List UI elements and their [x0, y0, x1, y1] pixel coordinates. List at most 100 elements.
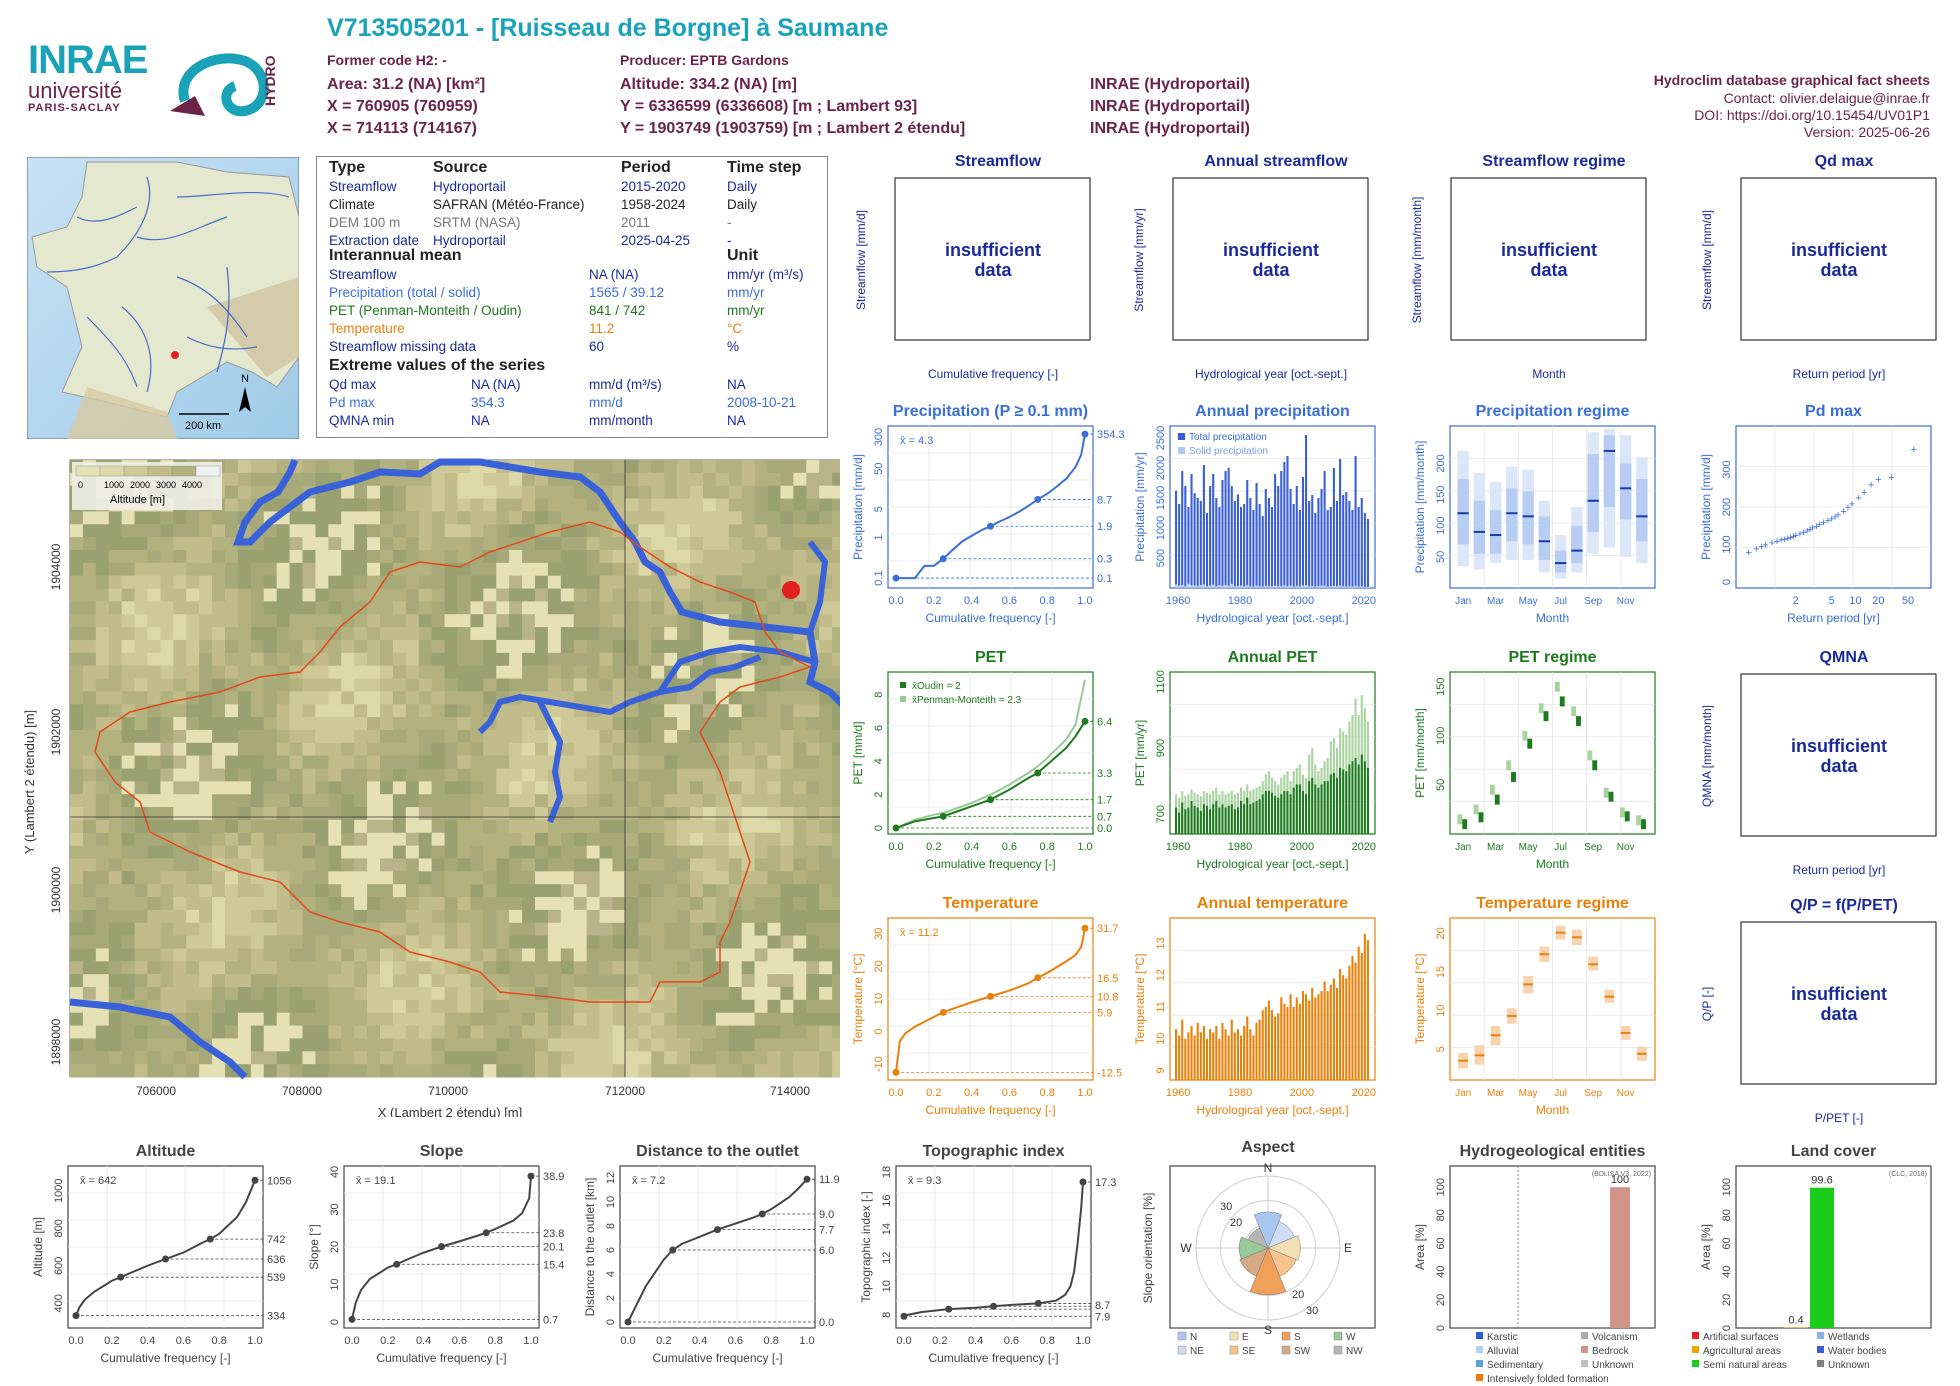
pd-max-point: + — [1849, 498, 1855, 510]
oudin-bar — [1289, 794, 1292, 834]
terrain-cell — [651, 537, 665, 551]
doi[interactable]: DOI: https://doi.org/10.15454/UV01P1 — [1694, 107, 1930, 123]
terrain-cell — [418, 562, 433, 577]
terrain-cell — [160, 549, 174, 564]
terrain-cell — [599, 472, 613, 487]
terrain-cell — [173, 511, 187, 525]
terrain-cell — [547, 549, 562, 564]
terrain-cell — [715, 460, 730, 474]
total-precip-bar — [1298, 510, 1301, 588]
terrain-cell — [819, 485, 833, 500]
terrain-cell — [70, 524, 84, 538]
y-tick-label: 16 — [881, 1194, 893, 1206]
legend-swatch — [1229, 1345, 1239, 1355]
radial-tick: 30 — [1220, 1201, 1232, 1213]
radial-tick: 30 — [1306, 1305, 1318, 1317]
terrain-cell — [225, 524, 239, 538]
right-tick-label: 11.9 — [819, 1174, 840, 1186]
terrain-cell — [470, 511, 484, 525]
y-tick-label: 5 — [873, 506, 885, 512]
contact[interactable]: Contact: olivier.delaigue@inrae.fr — [1723, 90, 1930, 106]
temperature-bar — [1345, 978, 1348, 1080]
source-name: SRTM (NASA) — [433, 215, 521, 230]
terrain-cell — [212, 511, 226, 525]
temperature-bar — [1209, 1029, 1212, 1080]
terrain-cell — [819, 537, 833, 551]
legend-label: Sedimentary — [1487, 1360, 1543, 1371]
mean-annotation: x̄ = 19.1 — [356, 1175, 395, 1187]
x-tick-label: 2000 — [1290, 595, 1314, 607]
quantile-marker — [117, 1273, 125, 1281]
terrain-cell — [444, 524, 458, 538]
mean-unit: mm/yr — [727, 285, 765, 300]
x-tick-label: 0.0 — [620, 1335, 635, 1347]
terrain-cell — [625, 485, 639, 500]
area-value: Area: 31.2 (NA) [km²] — [327, 76, 486, 93]
x-tick-label: May — [1519, 842, 1538, 853]
terrain-cell — [741, 575, 756, 590]
mean-value: 1565 / 39.12 — [589, 285, 665, 300]
y-tick-label: 12 — [881, 1252, 893, 1264]
oudin-bar — [1199, 810, 1202, 834]
terrain-cell — [134, 575, 148, 590]
terrain-cell — [70, 537, 84, 551]
quantile-marker — [900, 1312, 908, 1320]
solid-precip-bar — [1215, 586, 1218, 588]
terrain-cell — [483, 575, 497, 590]
terrain-cell — [392, 485, 407, 500]
temperature-bar — [1317, 994, 1320, 1080]
radial-tick: 20 — [1292, 1289, 1304, 1301]
total-precip-bar — [1196, 498, 1199, 588]
source-x: INRAE (Hydroportail) — [1090, 98, 1250, 115]
oudin-bar — [1339, 767, 1342, 834]
terrain-cell — [250, 472, 265, 487]
y-tick-label: 0 — [1435, 1325, 1447, 1331]
terrain-cell — [586, 498, 601, 512]
quantile-marker — [990, 1302, 997, 1310]
oudin-bar — [1292, 787, 1295, 834]
oudin-bar — [1264, 791, 1267, 834]
terrain-cell — [121, 549, 136, 564]
terrain-cell — [315, 575, 329, 590]
terrain-cell — [728, 472, 743, 487]
x-tick-label: 0.2 — [926, 841, 941, 853]
chart-title: Precipitation regime — [1476, 403, 1630, 420]
extreme-name: Pd max — [329, 395, 375, 410]
terrain-cell — [677, 460, 691, 474]
terrain-cell — [160, 537, 174, 551]
terrain-cell — [302, 537, 316, 551]
terrain-cell — [690, 549, 704, 564]
terrain-cell — [664, 511, 678, 525]
terrain-cell — [728, 524, 743, 538]
terrain-cell — [728, 537, 743, 551]
penman-regime-box — [1619, 807, 1625, 818]
x-tick-label: Jan — [1455, 596, 1471, 607]
terrain-cell — [715, 511, 730, 525]
terrain-cell — [134, 549, 148, 564]
y-tick-label: 200 — [1435, 454, 1447, 472]
y-axis-label: Slope [°] — [307, 1224, 321, 1270]
temperature-bar — [1348, 965, 1351, 1080]
terrain-cell — [367, 498, 381, 512]
chart-title: Temperature regime — [1476, 895, 1629, 912]
terrain-cell — [199, 575, 213, 590]
terrain-cell — [199, 524, 213, 538]
oudin-bar — [1224, 807, 1227, 834]
terrain-cell — [560, 524, 575, 538]
database-name: Hydroclim database graphical fact sheets — [1653, 72, 1930, 88]
solid-precip-bar — [1348, 586, 1351, 588]
terrain-cell — [444, 575, 458, 590]
total-precip-bar — [1345, 492, 1348, 588]
terrain-cell — [302, 549, 316, 564]
temperature-bar — [1305, 994, 1308, 1080]
terrain-cell — [664, 524, 678, 538]
y-tick-label: 400 — [53, 1294, 65, 1312]
terrain-cell — [341, 562, 355, 577]
radial-tick: 20 — [1230, 1217, 1242, 1229]
terrain-cell — [431, 524, 446, 538]
y-tick-label: 8 — [881, 1312, 893, 1318]
chart-title: Annual temperature — [1197, 895, 1348, 912]
right-tick-label: 636 — [267, 1254, 285, 1266]
